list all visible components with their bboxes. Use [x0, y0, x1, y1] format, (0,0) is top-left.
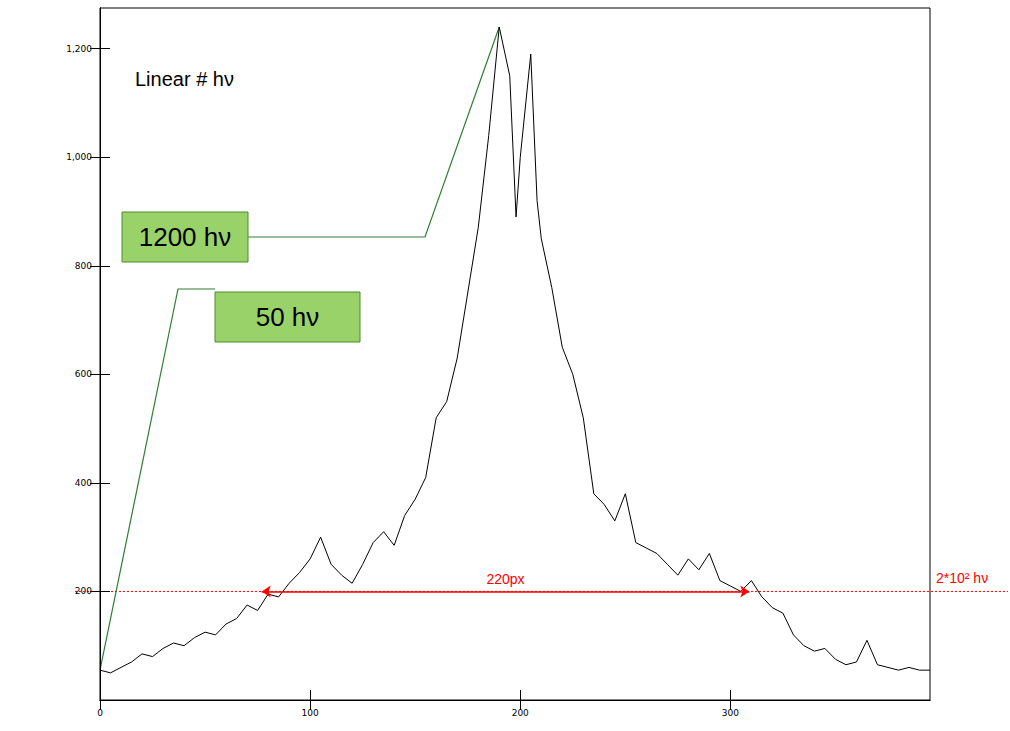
svg-text:1200 hν: 1200 hν: [139, 222, 232, 252]
svg-text:1,000: 1,000: [66, 152, 92, 162]
svg-text:600: 600: [75, 369, 92, 379]
svg-text:200: 200: [512, 708, 529, 718]
svg-text:1,200: 1,200: [66, 44, 92, 54]
svg-text:100: 100: [302, 708, 319, 718]
svg-text:300: 300: [722, 708, 739, 718]
svg-text:Linear # hν: Linear # hν: [135, 68, 234, 90]
svg-text:0: 0: [97, 708, 103, 718]
svg-text:220px: 220px: [486, 571, 524, 587]
svg-text:2*10² hν: 2*10² hν: [936, 570, 988, 586]
svg-text:50 hν: 50 hν: [256, 302, 320, 332]
svg-text:400: 400: [75, 478, 92, 488]
svg-text:200: 200: [75, 586, 92, 596]
svg-text:800: 800: [75, 261, 92, 271]
